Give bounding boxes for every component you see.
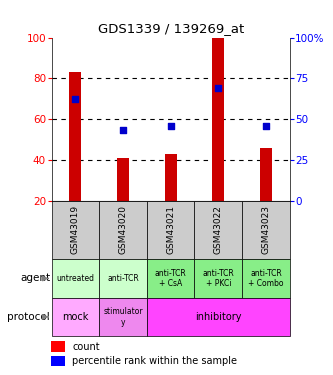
Bar [52,298,99,336]
Point [263,123,268,129]
Text: stimulator
y: stimulator y [103,307,143,327]
Text: anti-TCR
+ PKCi: anti-TCR + PKCi [202,269,234,288]
Text: untreated: untreated [56,274,95,283]
Bar [260,148,272,201]
Point [121,128,126,134]
Point [168,123,173,129]
Text: percentile rank within the sample: percentile rank within the sample [72,356,237,366]
Bar [70,72,81,201]
Text: GSM43019: GSM43019 [71,205,80,254]
Bar [147,201,194,259]
Bar [99,259,147,298]
Bar [242,201,290,259]
Bar [165,154,176,201]
Text: inhibitory: inhibitory [195,312,241,322]
Bar [147,259,194,298]
Bar [242,259,290,298]
Text: anti-TCR
+ Combo: anti-TCR + Combo [248,269,284,288]
Text: protocol: protocol [7,312,50,322]
Bar [52,259,99,298]
Text: GSM43022: GSM43022 [214,205,223,254]
Point [73,96,78,102]
Text: anti-TCR: anti-TCR [107,274,139,283]
Bar [212,0,224,201]
Point [216,85,221,91]
Bar [194,201,242,259]
Text: GSM43021: GSM43021 [166,205,175,254]
Bar [51,341,65,352]
Text: GSM43023: GSM43023 [261,205,270,254]
Text: GSM43020: GSM43020 [119,205,128,254]
Title: GDS1339 / 139269_at: GDS1339 / 139269_at [98,22,244,35]
Bar [51,356,65,366]
Text: mock: mock [62,312,89,322]
Bar [147,298,290,336]
Bar [117,158,129,201]
Text: anti-TCR
+ CsA: anti-TCR + CsA [155,269,186,288]
Bar [99,298,147,336]
Bar [99,201,147,259]
Text: count: count [72,342,100,351]
Bar [52,201,99,259]
Text: agent: agent [20,273,50,284]
Bar [194,259,242,298]
